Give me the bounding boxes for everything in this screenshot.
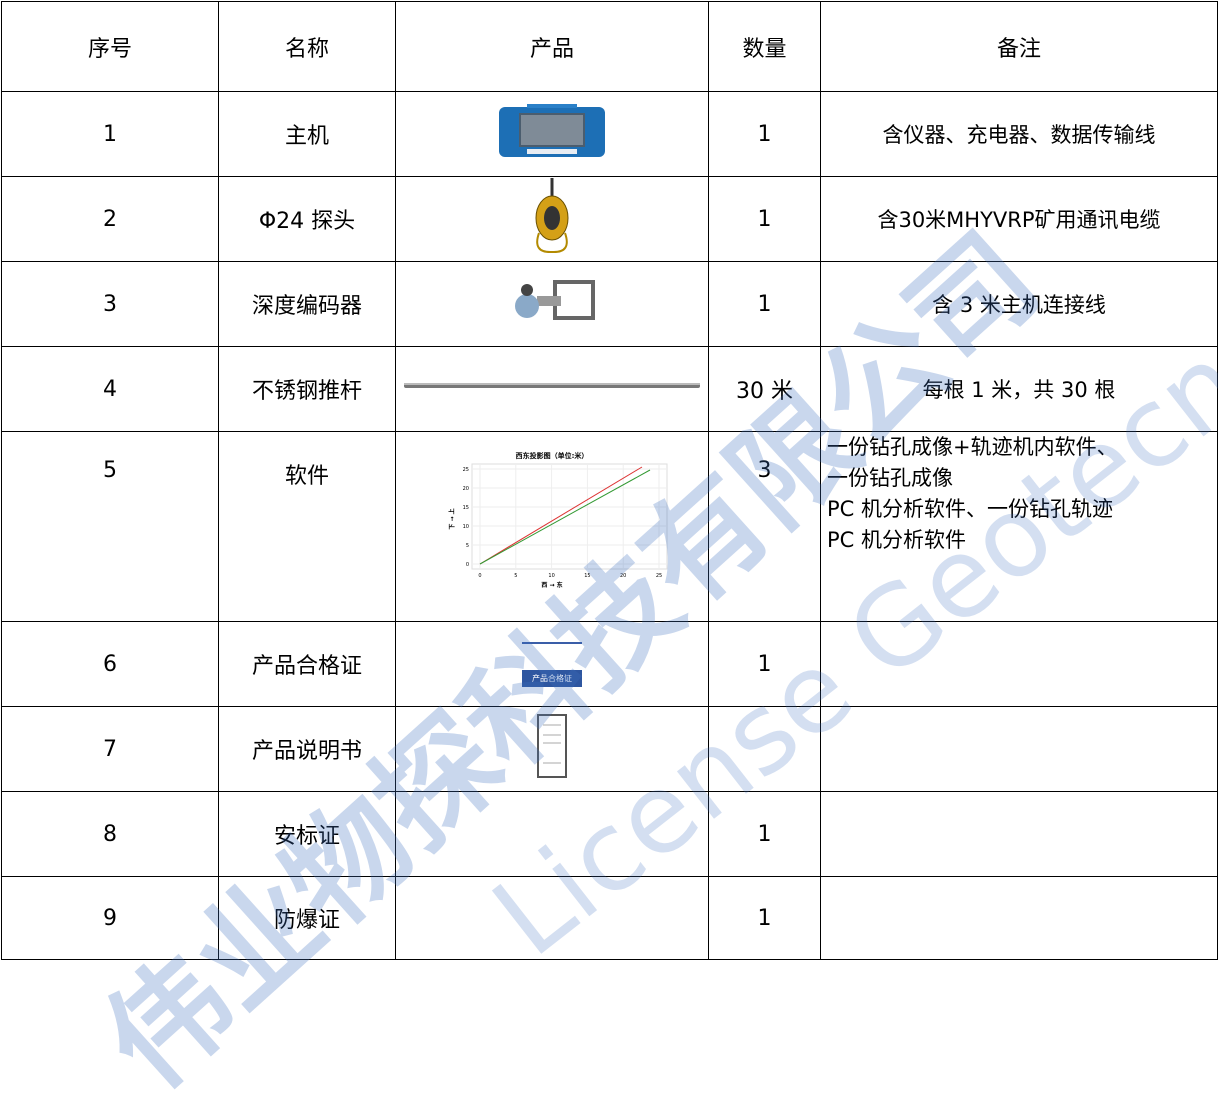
row-number: 7 — [1, 706, 219, 792]
header-cell: 备注 — [820, 1, 1218, 92]
remark — [820, 876, 1218, 960]
row-number: 1 — [1, 91, 219, 177]
item-name: 深度编码器 — [218, 261, 396, 347]
table-row: 4 不锈钢推杆 30 米每根 1 米，共 30 根 — [1, 346, 1218, 432]
row-number: 2 — [1, 176, 219, 262]
quantity: 1 — [708, 621, 821, 707]
x-axis-label: 西 → 东 — [541, 581, 562, 589]
product-image — [499, 104, 605, 157]
x-tick-label: 5 — [514, 573, 517, 579]
product-cell — [395, 706, 709, 792]
x-tick-label: 25 — [656, 573, 662, 579]
trace — [479, 466, 643, 564]
remark-line: 一份钻孔成像 — [827, 466, 953, 490]
table-row: 8 安标证 1 — [1, 791, 1218, 877]
y-tick-label: 10 — [463, 524, 469, 530]
table: 序号 名称 产品 数量 备注 1 主机 1 含仪器、充电器、数据传输线 2 Φ24 探头 1 含30米M… — [1, 1, 1218, 960]
quantity: 1 — [708, 176, 821, 262]
row-number: 9 — [1, 876, 219, 960]
header-cell: 数量 — [708, 1, 821, 92]
remark: 含仪器、充电器、数据传输线 — [820, 91, 1218, 177]
header-cell: 序号 — [1, 1, 219, 92]
y-tick-label: 20 — [463, 486, 469, 492]
product-image — [515, 280, 595, 320]
header-cell: 名称 — [218, 1, 396, 92]
product-cell: 西东投影图（单位:米） 0 5 10 15 20 25 0 5 10 15 20 25 西 → 东 下 → … — [395, 431, 709, 622]
remark-cell: 一份钻孔成像+轨迹机内软件、 一份钻孔成像 PC 机分析软件、一份钻孔轨迹 PC 机分… — [820, 431, 1218, 622]
certificate-image: 产品合格证 — [522, 641, 582, 687]
item-name: 主机 — [218, 91, 396, 177]
product-cell — [395, 91, 709, 177]
quantity — [708, 706, 821, 792]
software-chart: 西东投影图（单位:米） 0 5 10 15 20 25 0 5 10 15 20 25 西 → 东 下 → … — [448, 451, 668, 589]
x-tick-label: 0 — [478, 573, 481, 579]
y-axis-label: 下 → 上 — [448, 508, 456, 529]
item-name: 软件 — [218, 431, 396, 622]
quantity: 1 — [708, 91, 821, 177]
remark: 含30米MHYVRP矿用通讯电缆 — [820, 176, 1218, 262]
chart-title: 西东投影图（单位:米） — [516, 451, 589, 460]
item-name: 产品说明书 — [218, 706, 396, 792]
trace — [479, 469, 651, 564]
remark — [820, 791, 1218, 877]
header-row: 序号 名称 产品 数量 备注 — [1, 1, 1218, 92]
product-cell: 产品合格证 — [395, 621, 709, 707]
remark-line: 一份钻孔成像+轨迹机内软件、 — [827, 435, 1118, 459]
item-name: 防爆证 — [218, 876, 396, 960]
row-number: 3 — [1, 261, 219, 347]
table-row: 1 主机 1 含仪器、充电器、数据传输线 — [1, 91, 1218, 177]
x-tick-label: 15 — [584, 573, 590, 579]
product-image — [535, 178, 569, 254]
product-cell — [395, 346, 709, 432]
plot-area — [471, 463, 668, 569]
y-tick-label: 5 — [466, 543, 469, 549]
quantity: 3 — [708, 431, 821, 622]
remark: 每根 1 米，共 30 根 — [820, 346, 1218, 432]
remark: 含 3 米主机连接线 — [820, 261, 1218, 347]
quantity: 1 — [708, 876, 821, 960]
y-tick-label: 0 — [466, 562, 469, 568]
table-row: 7 产品说明书 — [1, 706, 1218, 792]
table-row: 9 防爆证 1 — [1, 876, 1218, 960]
product-image — [537, 714, 567, 778]
quantity: 1 — [708, 791, 821, 877]
x-tick-label: 20 — [620, 573, 626, 579]
remark-line: PC 机分析软件 — [827, 528, 967, 552]
item-name: 安标证 — [218, 791, 396, 877]
table-row: 5 软件 西东投影图（单位:米） 0 5 10 15 20 25 0 5 10 15 20 25 西 → 东下… — [1, 431, 1218, 622]
product-cell — [395, 261, 709, 347]
row-number: 5 — [1, 431, 219, 622]
quantity: 1 — [708, 261, 821, 347]
x-tick-label: 10 — [548, 573, 554, 579]
table-row: 3 深度编码器 1 含 3 米主机连接线 — [1, 261, 1218, 347]
row-number: 4 — [1, 346, 219, 432]
item-name: 产品合格证 — [218, 621, 396, 707]
item-name: 不锈钢推杆 — [218, 346, 396, 432]
remark — [820, 621, 1218, 707]
remark-line: PC 机分析软件、一份钻孔轨迹 — [827, 497, 1114, 521]
y-tick-label: 25 — [463, 467, 469, 473]
header-cell: 产品 — [395, 1, 709, 92]
remark — [820, 706, 1218, 792]
product-image — [404, 383, 700, 388]
product-cell — [395, 176, 709, 262]
product-cell — [395, 876, 709, 960]
table-row: 6 产品合格证 产品合格证 1 — [1, 621, 1218, 707]
row-number: 6 — [1, 621, 219, 707]
certificate-caption: 产品合格证 — [522, 669, 582, 687]
product-cell — [395, 791, 709, 877]
table-row: 2 Φ24 探头 1 含30米MHYVRP矿用通讯电缆 — [1, 176, 1218, 262]
quantity: 30 米 — [708, 346, 821, 432]
row-number: 8 — [1, 791, 219, 877]
y-tick-label: 15 — [463, 505, 469, 511]
item-name: Φ24 探头 — [218, 176, 396, 262]
